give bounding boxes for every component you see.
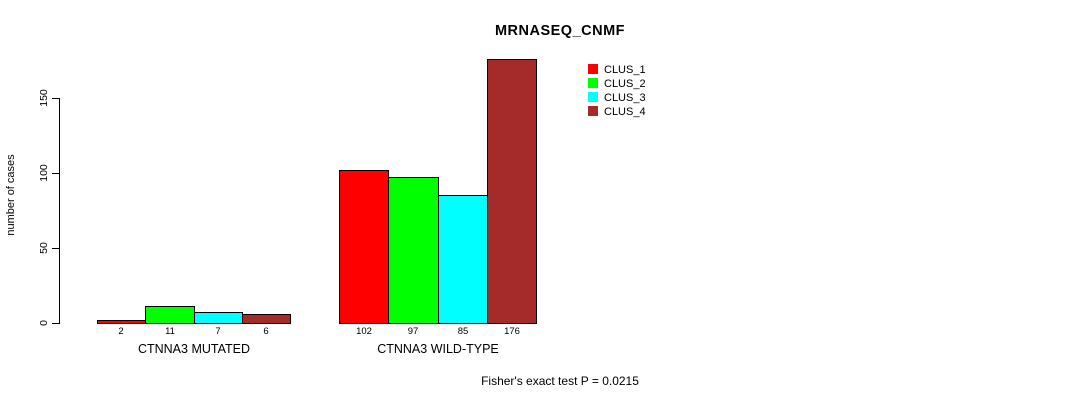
y-tick-mark xyxy=(52,248,59,249)
y-tick-mark xyxy=(52,323,59,324)
bar-clus_3-2 xyxy=(438,195,488,324)
category-label: CTNNA3 MUTATED xyxy=(137,342,251,356)
legend-swatch-clus_3 xyxy=(588,92,598,102)
bar-value-label: 97 xyxy=(407,326,419,337)
bar-value-label: 7 xyxy=(215,326,221,337)
fisher-test-annotation: Fisher's exact test P = 0.0215 xyxy=(481,374,639,388)
y-tick-label: 50 xyxy=(38,242,50,254)
bar-clus_3-1 xyxy=(194,312,243,324)
y-tick-mark xyxy=(52,173,59,174)
bar-clus_1-1 xyxy=(97,320,146,324)
bar-clus_4-2 xyxy=(487,59,537,324)
category-label: CTNNA3 WILD-TYPE xyxy=(377,342,499,356)
bar-value-label: 176 xyxy=(504,326,520,337)
legend-swatch-clus_1 xyxy=(588,64,598,74)
y-axis-title: number of cases xyxy=(5,154,17,236)
y-axis-line xyxy=(59,98,60,324)
bar-value-label: 11 xyxy=(165,326,175,337)
y-tick-label: 100 xyxy=(38,164,50,182)
legend-label-clus_3: CLUS_3 xyxy=(604,91,646,104)
y-tick-label: 0 xyxy=(38,320,50,326)
y-tick-label: 150 xyxy=(38,89,50,107)
legend-swatch-clus_4 xyxy=(588,106,598,116)
bar-value-label: 6 xyxy=(263,326,269,337)
legend-label-clus_4: CLUS_4 xyxy=(604,105,646,118)
y-tick-mark xyxy=(52,98,59,99)
legend-label-clus_2: CLUS_2 xyxy=(604,77,646,90)
bar-clus_2-2 xyxy=(388,177,439,324)
legend-label-clus_1: CLUS_1 xyxy=(604,63,646,76)
bar-value-label: 2 xyxy=(118,326,124,337)
chart-title: MRNASEQ_CNMF xyxy=(494,23,626,39)
bar-clus_1-2 xyxy=(339,170,389,324)
bar-clus_4-1 xyxy=(242,314,291,324)
bar-value-label: 102 xyxy=(356,326,372,337)
bar-value-label: 85 xyxy=(457,326,469,337)
bar-clus_2-1 xyxy=(145,306,195,324)
legend-swatch-clus_2 xyxy=(588,78,598,88)
